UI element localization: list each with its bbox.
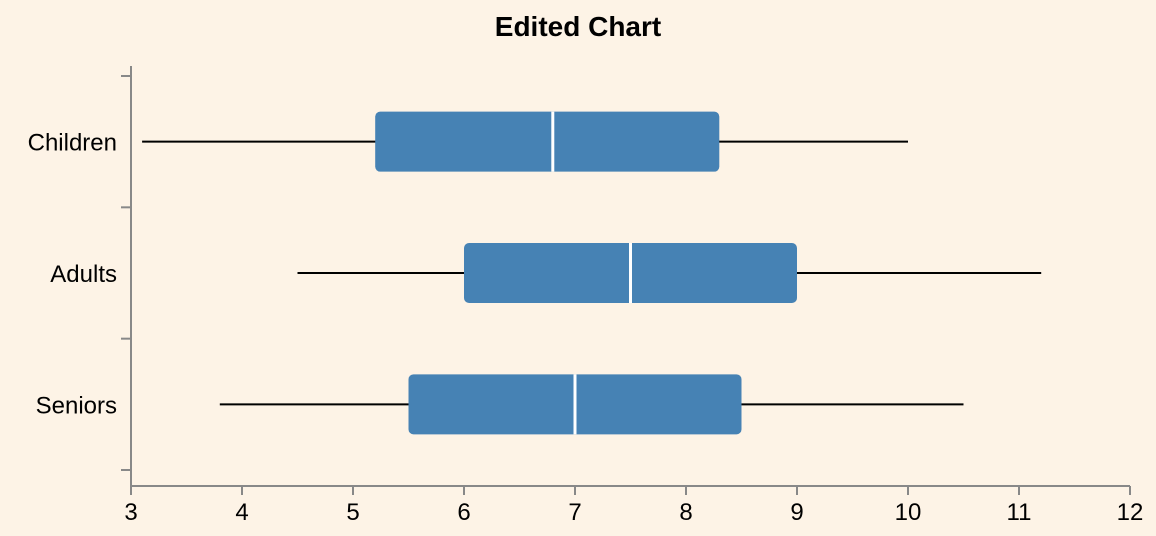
- x-tick-label: 11: [1007, 499, 1032, 526]
- x-tick-label: 5: [346, 499, 359, 526]
- x-tick-label: 4: [235, 499, 248, 526]
- x-tick-label: 12: [1117, 499, 1144, 526]
- y-tick-label-children: Children: [28, 130, 117, 157]
- x-tick-label: 6: [457, 499, 470, 526]
- x-tick-label: 10: [895, 499, 922, 526]
- y-tick-label-seniors: Seniors: [36, 392, 117, 419]
- x-tick-label: 9: [790, 499, 803, 526]
- x-tick-label: 7: [568, 499, 581, 526]
- plot-area: 3 4 5 6 7 8 9 10 11 12 Children Adults Seniors: [28, 66, 1144, 526]
- x-tick-label: 8: [679, 499, 692, 526]
- box-children: [375, 111, 720, 172]
- y-tick-label-adults: Adults: [50, 261, 117, 288]
- x-tick-label: 3: [124, 499, 137, 526]
- chart-title: Edited Chart: [495, 11, 661, 42]
